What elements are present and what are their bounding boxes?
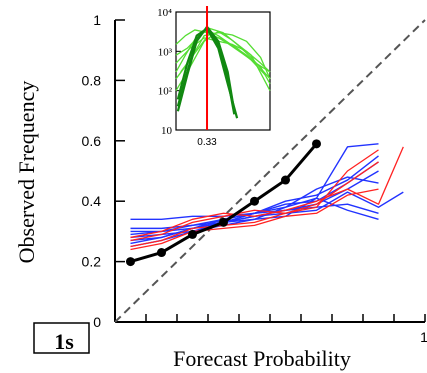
bold-series-point (188, 229, 197, 239)
y-tick-label: 0 (93, 314, 101, 330)
corner-label: 1s (54, 329, 74, 354)
inset-y-tick-label: 10⁴ (157, 7, 172, 19)
y-tick-label: 1 (93, 12, 101, 28)
inset-frame (175, 11, 271, 131)
y-tick-label: 0.6 (82, 133, 102, 149)
bold-series-point (312, 139, 321, 149)
inset-light-series-6 (180, 33, 266, 76)
y-axis-title: Observed Frequency (14, 81, 39, 264)
blue-series-line-7 (130, 191, 404, 245)
inset-y-tick-label: 10 (161, 125, 173, 137)
blue-series-line-4 (130, 203, 379, 221)
blue-series-line-8 (130, 155, 379, 233)
y-tick-label: 0.8 (82, 72, 102, 88)
label-layer: Forecast Probability Observed Frequency 1s (14, 81, 351, 371)
x-axis-title: Forecast Probability (173, 346, 351, 371)
x-tick-label-end: 1 (420, 329, 427, 345)
bold-series-point (250, 196, 259, 206)
inset-light-series-3 (175, 27, 271, 80)
y-tick-label: 0.4 (82, 193, 102, 209)
red-series-line-4 (130, 146, 404, 239)
red-series-line-2 (130, 161, 379, 248)
diagonal-layer (114, 19, 426, 323)
bold-series-point (281, 175, 290, 185)
bold-series-layer (126, 139, 321, 267)
inset-chart: 10⁴ 10³ 10² 10 0.33 (157, 6, 271, 148)
red-series-line-1 (130, 149, 379, 242)
bold-series-point (157, 248, 166, 258)
inset-x-tick-label: 0.33 (197, 137, 217, 148)
corner-label-box (33, 322, 90, 354)
red-series-layer (130, 146, 404, 251)
bold-series-point (219, 217, 228, 227)
main-axes: 0 0.2 0.4 0.6 0.8 1 1 (82, 12, 427, 345)
inset-y-tick-label: 10² (158, 86, 173, 98)
red-series-line-3 (130, 188, 379, 251)
diagonal-line (114, 19, 426, 323)
y-tick-label: 0.2 (82, 254, 102, 270)
bold-series-point (126, 257, 135, 267)
inset-y-tick-label: 10³ (158, 46, 173, 58)
blue-series-line-6 (130, 176, 379, 239)
